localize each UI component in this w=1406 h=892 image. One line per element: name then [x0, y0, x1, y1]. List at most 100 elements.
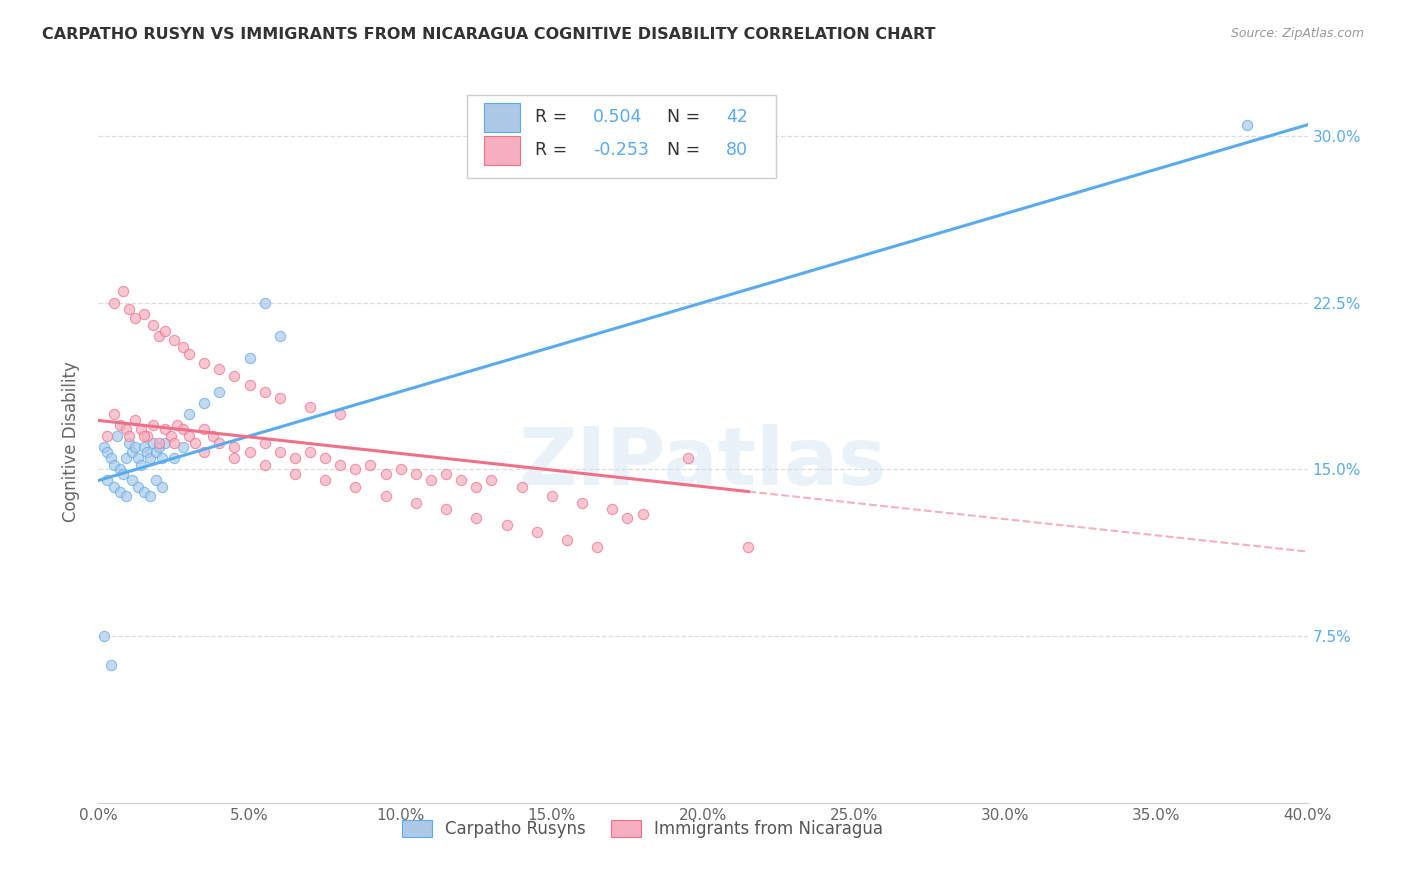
- Point: [344, 480, 367, 494]
- Point: [124, 311, 146, 326]
- Point: [129, 458, 152, 472]
- Point: [172, 440, 194, 454]
- Point: [100, 657, 122, 672]
- Point: [284, 467, 307, 481]
- FancyBboxPatch shape: [467, 95, 776, 178]
- Point: [108, 484, 131, 499]
- Text: N =: N =: [655, 141, 706, 160]
- Legend: Carpatho Rusyns, Immigrants from Nicaragua: Carpatho Rusyns, Immigrants from Nicarag…: [395, 814, 890, 845]
- Text: CARPATHO RUSYN VS IMMIGRANTS FROM NICARAGUA COGNITIVE DISABILITY CORRELATION CHA: CARPATHO RUSYN VS IMMIGRANTS FROM NICARA…: [42, 27, 935, 42]
- Text: N =: N =: [655, 108, 706, 126]
- Point: [114, 489, 136, 503]
- Point: [96, 429, 118, 443]
- Point: [108, 417, 131, 432]
- Point: [135, 429, 157, 443]
- Point: [142, 435, 165, 450]
- Point: [132, 484, 155, 499]
- Point: [465, 511, 488, 525]
- Point: [208, 362, 231, 376]
- Point: [284, 451, 307, 466]
- Point: [269, 391, 291, 405]
- Point: [172, 340, 194, 354]
- Point: [118, 429, 141, 443]
- Point: [253, 384, 276, 399]
- Text: Source: ZipAtlas.com: Source: ZipAtlas.com: [1230, 27, 1364, 40]
- Point: [96, 474, 118, 488]
- Point: [118, 302, 141, 317]
- Point: [160, 429, 183, 443]
- Point: [253, 435, 276, 450]
- Point: [100, 451, 122, 466]
- Point: [148, 435, 170, 450]
- Point: [179, 407, 201, 421]
- Point: [239, 351, 262, 366]
- Point: [139, 451, 162, 466]
- Point: [253, 458, 276, 472]
- Point: [389, 462, 412, 476]
- Point: [586, 540, 609, 554]
- Point: [631, 507, 654, 521]
- Point: [114, 451, 136, 466]
- Point: [93, 440, 115, 454]
- Point: [239, 377, 262, 392]
- Point: [153, 325, 176, 339]
- Point: [193, 422, 215, 436]
- Point: [124, 413, 146, 427]
- Point: [193, 444, 215, 458]
- Point: [103, 407, 125, 421]
- Point: [93, 629, 115, 643]
- Point: [179, 429, 201, 443]
- Text: R =: R =: [534, 108, 572, 126]
- Point: [163, 334, 186, 348]
- Text: 42: 42: [725, 108, 748, 126]
- Point: [127, 451, 149, 466]
- Point: [224, 440, 246, 454]
- Point: [150, 451, 173, 466]
- Point: [299, 400, 322, 414]
- Point: [124, 440, 146, 454]
- Text: R =: R =: [534, 141, 572, 160]
- Point: [571, 496, 593, 510]
- Point: [405, 496, 427, 510]
- Point: [135, 444, 157, 458]
- Point: [269, 444, 291, 458]
- Point: [224, 451, 246, 466]
- Point: [132, 307, 155, 321]
- Point: [360, 458, 382, 472]
- Point: [374, 467, 396, 481]
- Text: 0.504: 0.504: [593, 108, 643, 126]
- Point: [127, 480, 149, 494]
- Point: [193, 395, 215, 409]
- Point: [208, 384, 231, 399]
- Point: [111, 285, 134, 299]
- Point: [139, 489, 162, 503]
- Point: [121, 444, 143, 458]
- Point: [420, 474, 443, 488]
- Text: ZIPatlas: ZIPatlas: [519, 425, 887, 502]
- Point: [153, 422, 176, 436]
- Point: [526, 524, 548, 539]
- Point: [299, 444, 322, 458]
- Text: -0.253: -0.253: [593, 141, 648, 160]
- FancyBboxPatch shape: [484, 136, 520, 165]
- Point: [224, 368, 246, 383]
- Point: [450, 474, 472, 488]
- Point: [314, 474, 336, 488]
- Point: [103, 295, 125, 310]
- Point: [344, 462, 367, 476]
- Point: [434, 467, 457, 481]
- Point: [602, 502, 624, 516]
- Point: [737, 540, 759, 554]
- Point: [153, 435, 176, 450]
- Point: [105, 429, 128, 443]
- Point: [481, 474, 503, 488]
- Point: [132, 429, 155, 443]
- Point: [253, 295, 276, 310]
- Text: 80: 80: [725, 141, 748, 160]
- Point: [676, 451, 699, 466]
- Point: [374, 489, 396, 503]
- Point: [142, 417, 165, 432]
- Point: [163, 451, 186, 466]
- Point: [329, 458, 352, 472]
- Point: [118, 435, 141, 450]
